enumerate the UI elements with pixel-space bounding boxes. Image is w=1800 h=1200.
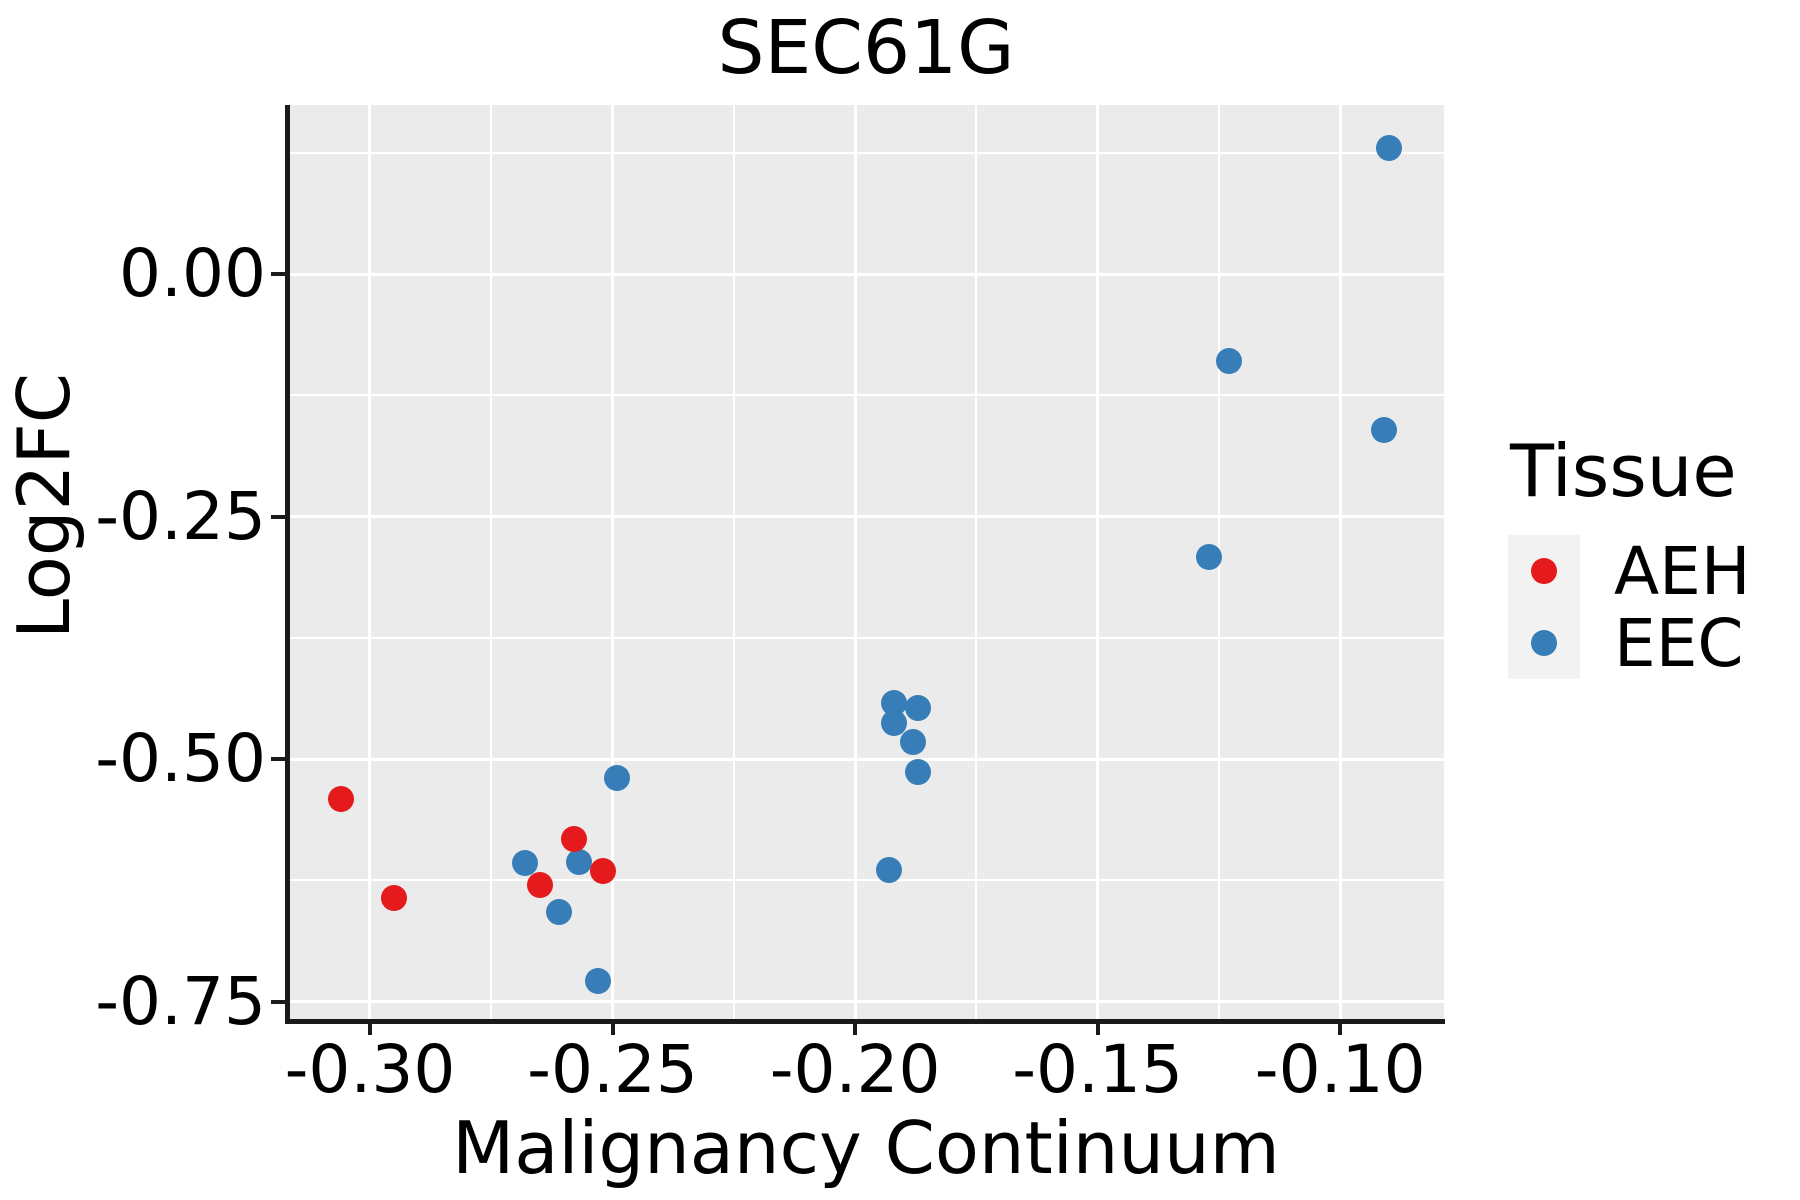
x-tick-mark	[1095, 1024, 1100, 1035]
x-minor-gridline	[490, 105, 493, 1019]
legend-label-aeh: AEH	[1614, 532, 1751, 610]
y-tick-label: 0.00	[119, 235, 266, 313]
data-point-eec	[1196, 544, 1223, 571]
x-tick-mark	[1338, 1024, 1343, 1035]
x-axis-title: Malignancy Continuum	[452, 1106, 1280, 1190]
x-tick-label: -0.30	[284, 1031, 456, 1108]
y-tick-label: -0.50	[95, 720, 266, 798]
x-tick-label: -0.20	[769, 1031, 941, 1108]
data-point-eec	[1370, 417, 1397, 444]
plot-title: SEC61G	[717, 5, 1015, 91]
y-tick-mark	[271, 514, 285, 519]
legend: Tissue AEH EEC	[1508, 429, 1800, 682]
y-minor-gridline	[288, 394, 1444, 397]
legend-keys: AEH EEC	[1508, 532, 1800, 682]
legend-row-aeh: AEH	[1508, 532, 1800, 610]
x-tick-label: -0.10	[1254, 1031, 1426, 1108]
legend-label-eec: EEC	[1614, 604, 1744, 682]
data-point-eec	[880, 710, 907, 737]
y-tick-label: -0.25	[95, 477, 266, 555]
x-tick-label: -0.15	[1012, 1031, 1184, 1108]
x-tick-label: -0.25	[527, 1031, 698, 1108]
legend-dot-aeh	[1531, 558, 1557, 585]
x-major-gridline	[853, 105, 857, 1019]
data-point-eec	[876, 856, 903, 883]
y-major-gridline	[288, 1000, 1444, 1004]
legend-key-eec	[1508, 607, 1580, 680]
legend-key-aeh	[1508, 535, 1580, 608]
data-point-eec	[1215, 347, 1242, 374]
data-point-eec	[905, 758, 932, 785]
legend-dot-eec	[1531, 630, 1557, 657]
y-major-gridline	[288, 272, 1444, 276]
data-point-aeh	[589, 857, 616, 884]
y-minor-gridline	[288, 879, 1444, 882]
y-axis-title: Log2FC	[2, 372, 86, 640]
data-point-eec	[900, 728, 927, 755]
data-point-eec	[1375, 135, 1402, 162]
x-axis-spine	[285, 1019, 1445, 1024]
data-point-eec	[546, 899, 573, 926]
legend-title: Tissue	[1510, 429, 1737, 513]
plot-panel	[288, 105, 1444, 1019]
data-point-eec	[512, 850, 539, 876]
y-tick-mark	[271, 999, 285, 1004]
data-point-aeh	[381, 884, 408, 911]
legend-row-eec: EEC	[1508, 604, 1800, 682]
x-tick-mark	[853, 1024, 858, 1035]
x-major-gridline	[611, 105, 615, 1019]
y-tick-label: -0.75	[95, 962, 266, 1040]
data-point-eec	[905, 694, 932, 721]
x-minor-gridline	[975, 105, 978, 1019]
x-major-gridline	[1096, 105, 1100, 1019]
data-point-eec	[584, 968, 611, 995]
y-minor-gridline	[288, 151, 1444, 154]
x-major-gridline	[1338, 105, 1342, 1019]
y-tick-mark	[271, 757, 285, 762]
data-point-aeh	[327, 785, 354, 812]
y-tick-mark	[271, 272, 285, 277]
data-point-eec	[604, 764, 631, 791]
x-tick-mark	[367, 1024, 372, 1035]
x-tick-mark	[610, 1024, 615, 1035]
x-minor-gridline	[732, 105, 735, 1019]
data-point-eec	[565, 849, 592, 876]
data-point-aeh	[526, 872, 553, 899]
y-minor-gridline	[288, 636, 1444, 639]
data-point-aeh	[560, 825, 587, 852]
y-major-gridline	[288, 515, 1444, 519]
y-axis-spine	[285, 105, 290, 1024]
y-major-gridline	[288, 757, 1444, 761]
x-major-gridline	[368, 105, 372, 1019]
